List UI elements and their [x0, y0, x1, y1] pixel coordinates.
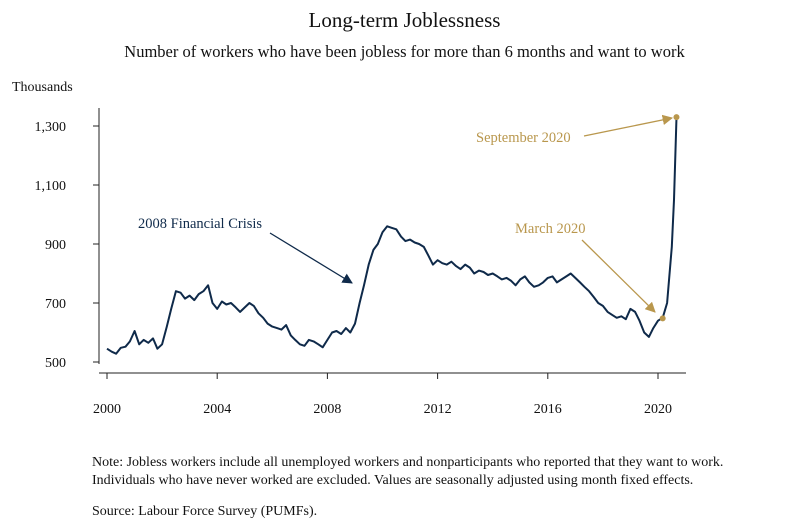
series-line	[106, 117, 678, 355]
chart-subtitle: Number of workers who have been jobless …	[124, 42, 685, 61]
x-tick-label: 2008	[313, 402, 341, 417]
chart-source: Source: Labour Force Survey (PUMFs).	[92, 504, 318, 519]
y-tick-label: 700	[45, 297, 66, 312]
x-tick-label: 2020	[644, 402, 672, 417]
y-tick-label: 900	[45, 238, 66, 253]
y-axis-label: Thousands	[12, 80, 73, 95]
march-2020-point	[659, 315, 666, 322]
annotation-2008-financial-crisis: 2008 Financial Crisis	[138, 216, 262, 232]
x-ticks: 2000 2004 2008 2012 2016 2020	[93, 373, 672, 417]
chart-title: Long-term Joblessness	[308, 8, 501, 32]
y-tick-label: 1,100	[35, 179, 67, 194]
september-2020-point	[673, 114, 680, 121]
axes	[98, 108, 686, 374]
note-line-2: Individuals who have never worked are ex…	[92, 473, 694, 488]
x-tick-label: 2016	[534, 402, 562, 417]
y-tick-label: 500	[45, 356, 66, 371]
x-tick-label: 2012	[424, 402, 452, 417]
annotation-arrow-2008	[269, 232, 353, 284]
annotation-arrow-september-2020	[583, 114, 674, 137]
y-ticks: 500 700 900 1,100 1,300	[35, 120, 99, 371]
x-tick-label: 2004	[203, 402, 231, 417]
x-tick-label: 2000	[93, 402, 121, 417]
annotation-march-2020: March 2020	[515, 221, 585, 237]
annotation-arrow-march-2020	[581, 239, 656, 313]
y-tick-label: 1,300	[35, 120, 67, 135]
note-line-1: Note: Jobless workers include all unempl…	[92, 455, 724, 470]
chart-note: Note: Jobless workers include all unempl…	[92, 454, 809, 490]
annotation-september-2020: September 2020	[476, 130, 571, 146]
